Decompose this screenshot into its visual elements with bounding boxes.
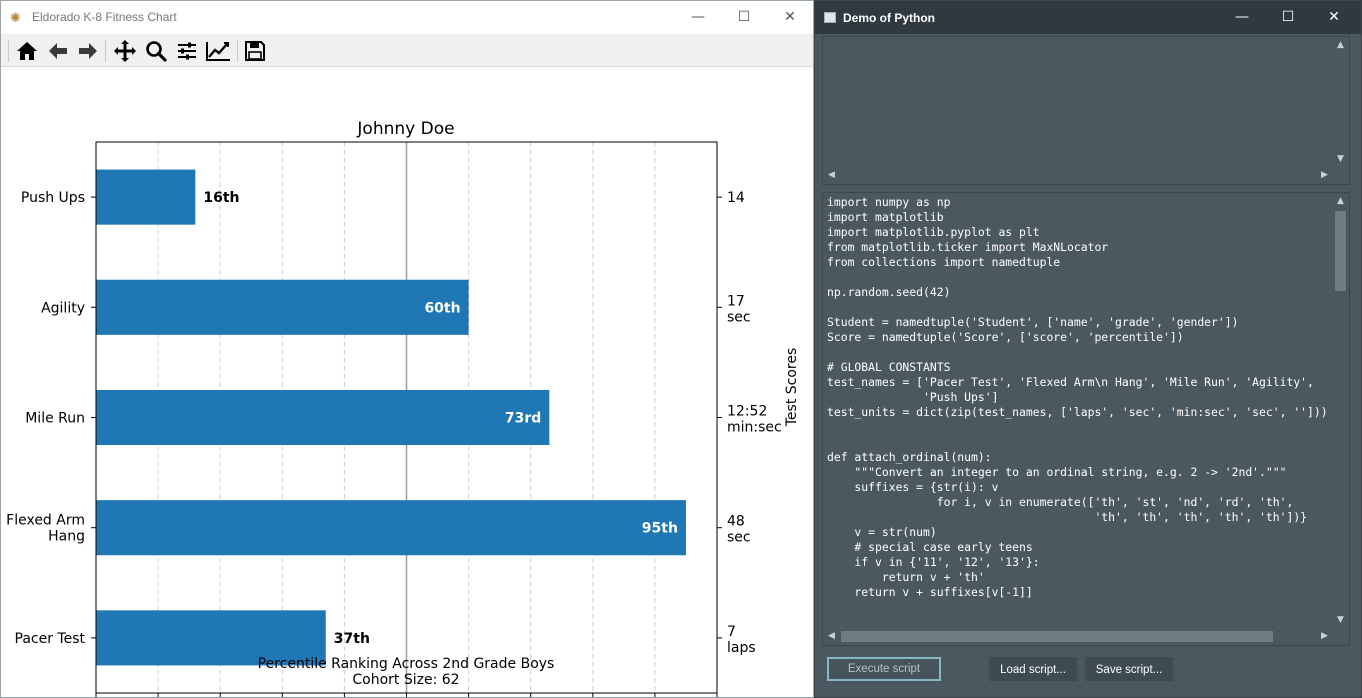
score-label: 12:52 (727, 404, 767, 420)
score-label: sec (727, 309, 751, 325)
scroll-down-icon[interactable]: ▼ (1337, 615, 1344, 625)
zoom-icon (146, 41, 167, 62)
editor-horizontal-scrollbar[interactable]: ◀ ▶ (823, 628, 1333, 645)
output-text (827, 41, 1332, 167)
python-demo-window: Demo of Python — ☐ ✕ ▲ ▼ ◀ ▶ import nump… (814, 0, 1362, 698)
scroll-down-icon[interactable]: ▼ (1337, 154, 1344, 164)
forward-icon (79, 43, 97, 59)
home-icon (17, 42, 37, 60)
score-label: 48 (727, 514, 745, 530)
minimize-button[interactable]: — (691, 9, 705, 25)
home-button[interactable] (14, 38, 40, 64)
fitness-bar-chart: Johnny Doe 37th 95th 73rd 60th 16th 01020304… (6, 119, 800, 697)
y-tick-label: Hang (48, 529, 85, 545)
pan-button[interactable] (112, 38, 138, 64)
editor-vertical-scrollbar[interactable]: ▲ ▼ (1332, 193, 1349, 629)
x-axis-ticks: 0102030405060708090100 (95, 693, 718, 697)
y-tick-label: Mile Run (25, 411, 85, 427)
score-label: 17 (727, 293, 745, 309)
y-tick-label: Push Ups (21, 190, 85, 206)
matplotlib-logo-icon: ✺ (10, 10, 21, 25)
code-text[interactable]: import numpy as np import matplotlib imp… (827, 195, 1328, 599)
app-window-icon (824, 12, 836, 23)
y-tick-label: Pacer Test (15, 631, 86, 647)
right-axis-label: Test Scores (784, 348, 800, 428)
score-label: 7 (727, 624, 736, 640)
bar (96, 500, 686, 556)
x-axis-sublabel: Cohort Size: 62 (352, 672, 459, 688)
output-horizontal-scrollbar[interactable]: ◀ ▶ (823, 167, 1333, 184)
bar-label: 73rd (505, 411, 541, 427)
edit-axis-icon (206, 42, 230, 61)
edit-axis-button[interactable] (205, 38, 231, 64)
bars: 37th 95th 73rd 60th 16th (96, 169, 686, 666)
bar-label: 37th (334, 631, 370, 647)
bar (96, 279, 469, 335)
output-vertical-scrollbar[interactable]: ▲ ▼ (1332, 37, 1349, 168)
back-icon (49, 43, 67, 59)
bar (96, 610, 326, 666)
score-label: sec (727, 530, 751, 546)
maximize-button[interactable]: ☐ (737, 9, 751, 25)
y-tick-label: Agility (41, 300, 85, 316)
score-label: laps (727, 640, 756, 656)
save-figure-button[interactable] (242, 38, 268, 64)
forward-button[interactable] (75, 38, 101, 64)
bar-label: 16th (203, 190, 239, 206)
py-titlebar: Demo of Python — ☐ ✕ (815, 1, 1361, 34)
close-button[interactable]: ✕ (1328, 9, 1340, 25)
bar-label: 95th (642, 521, 678, 537)
chart-title: Johnny Doe (356, 119, 454, 139)
bar (96, 389, 550, 446)
mpl-window-title: Eldorado K-8 Fitness Chart (32, 10, 177, 24)
mpl-titlebar: ✺ Eldorado K-8 Fitness Chart — ☐ ✕ (1, 1, 813, 34)
py-window-title: Demo of Python (843, 11, 935, 25)
mpl-toolbar (1, 34, 813, 67)
execute-script-button[interactable]: Execute script (827, 657, 941, 681)
score-label: 14 (727, 190, 745, 206)
bar (96, 169, 196, 225)
scroll-up-icon[interactable]: ▲ (1337, 196, 1344, 206)
x-axis-label: Percentile Ranking Across 2nd Grade Boys (258, 656, 555, 672)
toolbar-divider (8, 40, 9, 62)
configure-subplots-button[interactable] (174, 38, 200, 64)
toolbar-divider (105, 40, 106, 62)
y-tick-label: Flexed Arm (6, 513, 85, 529)
close-button[interactable]: ✕ (784, 9, 796, 25)
scroll-left-icon[interactable]: ◀ (828, 170, 835, 180)
scrollbar-thumb[interactable] (841, 631, 1273, 642)
score-label: min:sec (727, 420, 782, 436)
output-pane[interactable]: ▲ ▼ ◀ ▶ (822, 36, 1350, 185)
scroll-right-icon[interactable]: ▶ (1321, 631, 1328, 641)
pan-icon (114, 40, 136, 62)
save-icon (245, 41, 265, 61)
load-script-button[interactable]: Load script... (989, 657, 1077, 681)
zoom-button[interactable] (143, 38, 169, 64)
matplotlib-window: ✺ Eldorado K-8 Fitness Chart — ☐ ✕ (0, 0, 814, 698)
toolbar-divider (237, 40, 238, 62)
code-editor[interactable]: import numpy as np import matplotlib imp… (822, 192, 1350, 646)
configure-subplots-icon (178, 42, 196, 60)
bar-label: 60th (424, 300, 460, 316)
back-button[interactable] (45, 38, 71, 64)
scroll-up-icon[interactable]: ▲ (1337, 40, 1344, 50)
maximize-button[interactable]: ☐ (1281, 9, 1295, 25)
grid-lines (157, 142, 656, 693)
minimize-button[interactable]: — (1235, 9, 1249, 25)
scroll-left-icon[interactable]: ◀ (828, 631, 835, 641)
save-script-button[interactable]: Save script... (1085, 657, 1173, 681)
scroll-right-icon[interactable]: ▶ (1321, 170, 1328, 180)
scrollbar-thumb[interactable] (1335, 211, 1346, 291)
